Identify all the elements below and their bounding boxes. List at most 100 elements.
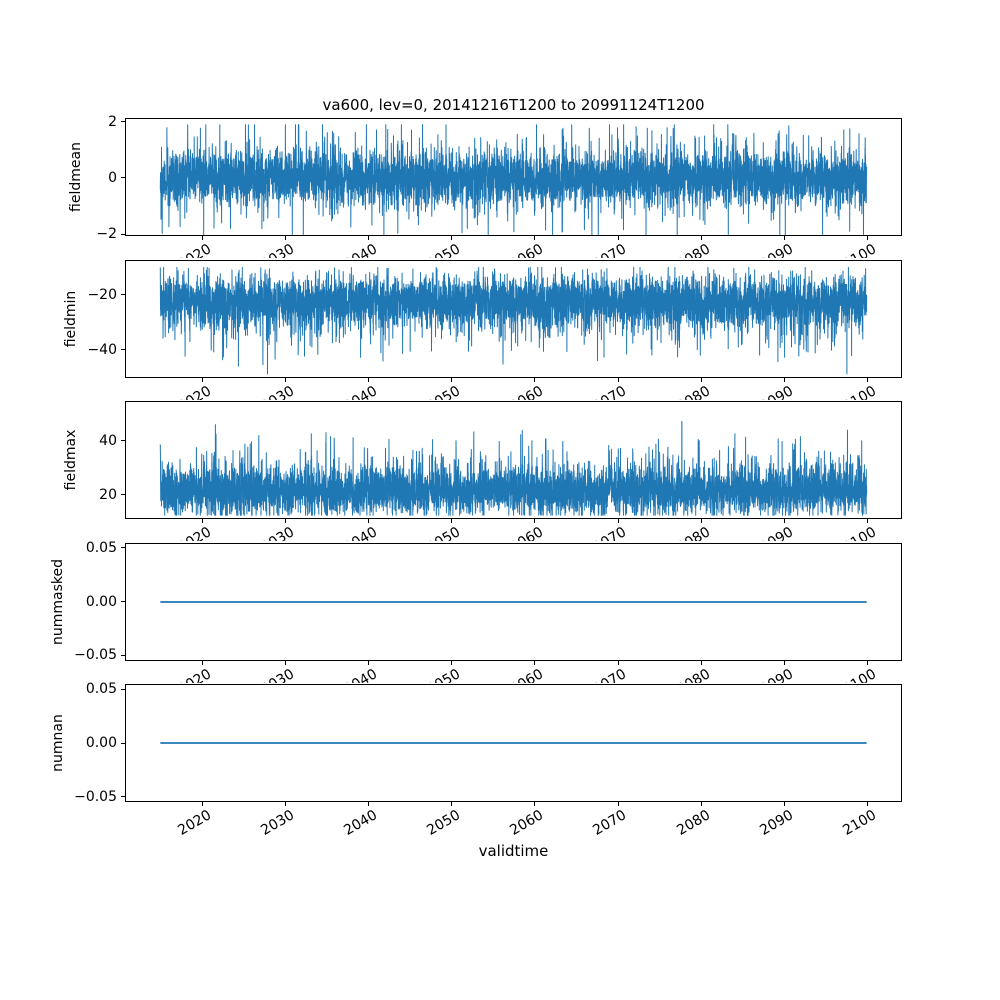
y-tick-mark xyxy=(121,349,125,351)
x-tick-label: 2040 xyxy=(341,807,381,839)
y-axis-label: fieldmin xyxy=(63,290,79,347)
x-tick-label: 2050 xyxy=(424,524,464,541)
x-tick-label: 2090 xyxy=(756,241,796,258)
x-tick-label: 2100 xyxy=(840,524,879,541)
y-tick-mark xyxy=(121,547,125,549)
x-tick-mark xyxy=(700,519,702,523)
x-tick-label: 2030 xyxy=(258,524,297,541)
axes-frame xyxy=(125,542,902,661)
x-tick-label: 2030 xyxy=(258,807,297,839)
x-tick-mark xyxy=(284,236,286,240)
y-tick-label: −2 xyxy=(96,226,117,243)
x-tick-mark xyxy=(201,377,203,382)
subplot-nummasked: 0.05 0.00 −0.05 2020 2030 2040 2050 2060 2070 208… xyxy=(50,541,902,683)
x-tick-mark xyxy=(783,660,785,665)
y-tick-mark xyxy=(121,654,125,656)
x-tick-mark xyxy=(368,660,370,665)
x-tick-mark xyxy=(451,802,453,806)
x-tick-label: 2060 xyxy=(507,665,547,683)
x-tick-mark xyxy=(201,660,203,665)
x-tick-label: 2040 xyxy=(341,665,381,683)
x-tick-label: 2080 xyxy=(673,665,713,683)
x-tick-mark xyxy=(617,236,619,240)
x-tick-label: 2100 xyxy=(840,665,879,683)
x-tick-mark xyxy=(783,236,785,240)
x-tick-mark xyxy=(534,660,536,665)
x-tick-mark xyxy=(201,236,203,240)
x-tick-mark xyxy=(451,377,453,382)
x-tick-mark xyxy=(783,519,785,523)
x-tick-mark xyxy=(368,519,370,523)
x-tick-label: 2060 xyxy=(507,807,547,839)
y-tick-label: 40 xyxy=(99,432,117,449)
x-tick-mark xyxy=(617,519,619,523)
y-tick-mark xyxy=(121,601,125,602)
y-tick-label: 0 xyxy=(108,169,117,186)
x-tick-label: 2070 xyxy=(590,524,630,541)
x-tick-label: 2070 xyxy=(590,241,630,258)
axes-frame xyxy=(125,118,902,236)
x-tick-mark xyxy=(866,519,868,523)
x-tick-mark xyxy=(700,236,702,240)
x-tick-label: 2050 xyxy=(424,241,464,258)
y-tick-mark xyxy=(121,233,125,235)
y-tick-mark xyxy=(121,121,125,123)
x-tick-label: 2040 xyxy=(341,382,381,400)
x-tick-label: 2020 xyxy=(174,241,214,258)
x-axis-label: validtime xyxy=(478,842,549,860)
x-tick-mark xyxy=(700,377,702,382)
y-axis-label: numnan xyxy=(50,714,66,772)
y-tick-label: −0.05 xyxy=(74,647,117,664)
x-tick-mark xyxy=(617,377,619,382)
x-tick-label: 2050 xyxy=(424,382,464,400)
x-tick-mark xyxy=(700,802,702,806)
x-tick-mark xyxy=(451,236,453,240)
axes-frame xyxy=(125,259,902,378)
x-tick-label: 2080 xyxy=(673,241,713,258)
y-axis-label: fieldmean xyxy=(68,142,84,212)
x-tick-label: 2080 xyxy=(673,524,713,541)
x-tick-labels: 2020 2030 2040 2050 2060 2070 2080 2090 2100 xyxy=(125,662,902,683)
axes-frame xyxy=(125,684,902,802)
x-tick-label: 2070 xyxy=(590,382,630,400)
y-tick-mark xyxy=(121,796,125,798)
x-tick-label: 2030 xyxy=(258,665,297,683)
axes-frame xyxy=(125,401,902,519)
y-tick-mark xyxy=(121,177,125,179)
y-axis-label: nummasked xyxy=(50,558,66,645)
y-tick-label: 0.00 xyxy=(85,735,117,751)
x-tick-mark xyxy=(866,660,868,665)
x-tick-label: 2090 xyxy=(756,524,796,541)
plot-area xyxy=(125,542,902,661)
subplot-fieldmax: 40 20 2020 2030 2040 2050 2060 2070 2080 2090 2100… xyxy=(63,401,902,541)
x-tick-label: 2020 xyxy=(174,524,214,541)
y-tick-label: 0.05 xyxy=(85,539,117,556)
waveform-line xyxy=(159,124,868,236)
x-tick-mark xyxy=(783,802,785,806)
x-tick-mark xyxy=(451,660,453,665)
x-tick-mark xyxy=(617,660,619,665)
x-tick-label: 2070 xyxy=(590,665,630,683)
y-tick-mark xyxy=(121,294,125,296)
x-tick-label: 2090 xyxy=(756,382,796,400)
x-tick-label: 2100 xyxy=(840,382,879,400)
y-tick-mark xyxy=(121,494,125,496)
x-tick-mark xyxy=(368,236,370,240)
subplot-fieldmin: −20 −40 2020 2030 2040 2050 2060 2070 2080 2090 21… xyxy=(63,259,902,400)
x-tick-label: 2090 xyxy=(756,665,796,683)
x-tick-label: 2040 xyxy=(341,241,381,258)
x-tick-label: 2060 xyxy=(507,382,547,400)
waveform-line xyxy=(159,266,868,374)
x-tick-mark xyxy=(534,519,536,523)
y-tick-label: −20 xyxy=(87,286,117,303)
x-tick-label: 2070 xyxy=(590,807,630,839)
x-tick-mark xyxy=(534,377,536,382)
x-tick-label: 2080 xyxy=(673,382,713,400)
x-tick-mark xyxy=(534,802,536,806)
x-tick-mark xyxy=(534,236,536,240)
plot-area xyxy=(125,118,902,236)
x-tick-labels: 2020 2030 2040 2050 2060 2070 2080 2090 2100 xyxy=(125,520,902,541)
x-tick-label: 2100 xyxy=(840,807,879,839)
x-tick-mark xyxy=(783,377,785,382)
x-tick-label: 2050 xyxy=(424,665,464,683)
